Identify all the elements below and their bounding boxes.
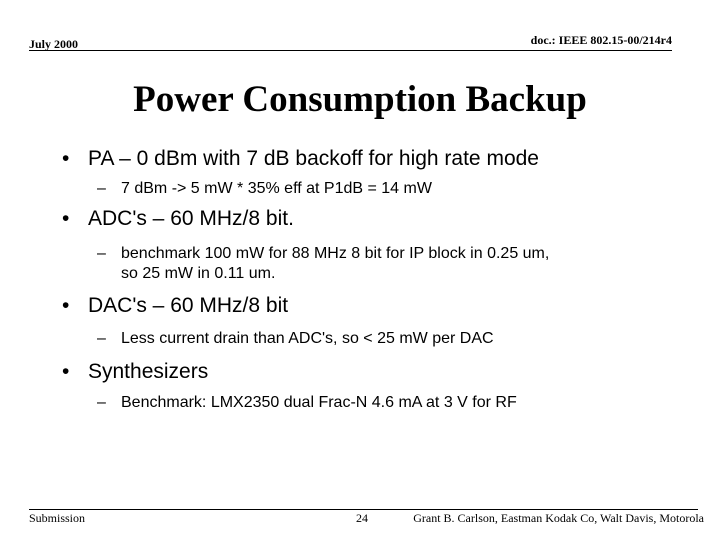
bullet-marker: • — [62, 147, 70, 170]
bullet-marker: • — [62, 360, 70, 383]
sub-bullet-marker: – — [97, 394, 106, 411]
footer-rule — [29, 509, 698, 510]
sub-bullet-adc: – benchmark 100 mW for 88 MHz 8 bit for I… — [97, 244, 549, 284]
bullet-marker: • — [62, 294, 70, 317]
bullet-marker: • — [62, 207, 70, 230]
sub-bullet-text: Benchmark: LMX2350 dual Frac-N 4.6 mA at… — [121, 394, 517, 411]
footer-submission: Submission — [29, 511, 86, 525]
footer-authors: Grant B. Carlson, Eastman Kodak Co, Walt… — [413, 511, 704, 525]
sub-bullet-text-continued: so 25 mW in 0.11 um. — [121, 265, 276, 282]
bullet-pa: • PA – 0 dBm with 7 dB backoff for high r… — [62, 146, 539, 172]
sub-bullet-dac: – Less current drain than ADC's, so < 25 … — [97, 329, 494, 349]
sub-bullet-marker: – — [97, 330, 106, 347]
bullet-text: ADC's – 60 MHz/8 bit. — [88, 207, 294, 230]
sub-bullet-text: Less current drain than ADC's, so < 25 m… — [121, 330, 494, 347]
bullet-text: DAC's – 60 MHz/8 bit — [88, 294, 289, 317]
bullet-synthesizers: • Synthesizers — [62, 359, 208, 385]
bullet-text: PA – 0 dBm with 7 dB backoff for high ra… — [88, 147, 539, 170]
bullet-text: Synthesizers — [88, 360, 209, 383]
sub-bullet-synthesizers: – Benchmark: LMX2350 dual Frac-N 4.6 mA a… — [97, 393, 517, 413]
bullet-adc: • ADC's – 60 MHz/8 bit. — [62, 206, 294, 232]
sub-bullet-marker: – — [97, 180, 106, 197]
footer-page-number: 24 — [356, 511, 368, 525]
bullet-dac: • DAC's – 60 MHz/8 bit — [62, 293, 288, 319]
header-rule — [29, 50, 672, 51]
sub-bullet-text: benchmark 100 mW for 88 MHz 8 bit for IP… — [121, 245, 550, 262]
sub-bullet-text: 7 dBm -> 5 mW * 35% eff at P1dB = 14 mW — [121, 180, 432, 197]
sub-bullet-pa: –7 dBm -> 5 mW * 35% eff at P1dB = 14 mW — [97, 179, 432, 199]
header-date: July 2000 — [29, 37, 79, 51]
sub-bullet-marker: – — [97, 245, 106, 262]
header-doc-id: doc.: IEEE 802.15-00/214r4 — [530, 33, 672, 47]
slide-title: Power Consumption Backup — [133, 79, 587, 120]
